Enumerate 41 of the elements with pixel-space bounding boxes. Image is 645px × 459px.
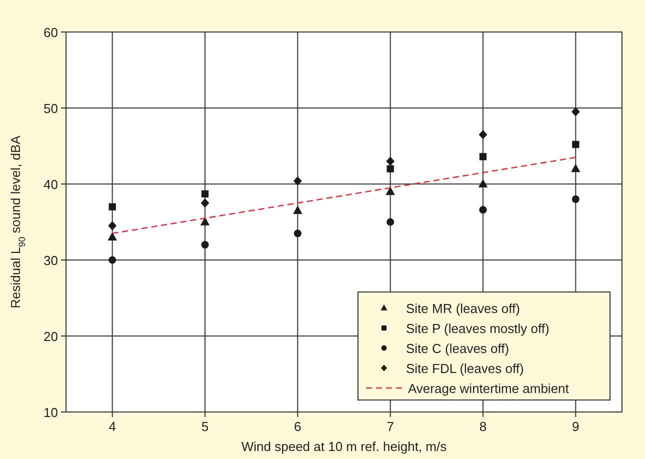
point (572, 140, 580, 148)
legend-label: Site MR (leaves off) (406, 301, 520, 316)
point (108, 256, 116, 264)
point (386, 156, 395, 166)
x-tick-label: 7 (386, 419, 394, 434)
point (386, 186, 395, 195)
point (478, 130, 488, 140)
legend-label: Site P (leaves mostly off) (406, 321, 550, 336)
x-tick-label: 6 (294, 419, 302, 434)
point (108, 221, 117, 230)
point (572, 195, 580, 203)
legend-label: Site C (leaves off) (406, 341, 510, 356)
x-axis-title: Wind speed at 10 m ref. height, m/s (241, 439, 448, 454)
point (200, 216, 210, 226)
x-tick-label: 8 (479, 419, 487, 434)
point (479, 206, 487, 214)
point (201, 190, 209, 198)
point (108, 232, 117, 241)
y-tick-label: 30 (44, 253, 58, 268)
point (294, 230, 302, 238)
x-tick-label: 5 (201, 419, 209, 434)
x-tick-label: 9 (572, 419, 580, 434)
point (293, 176, 302, 186)
point (571, 164, 580, 172)
point (386, 165, 394, 172)
point (386, 218, 394, 226)
point (479, 153, 487, 160)
y-tick-label: 50 (44, 101, 58, 116)
legend-label: Site FDL (leaves off) (406, 361, 524, 376)
y-tick-label: 10 (44, 405, 58, 420)
point (293, 206, 302, 214)
x-tick-label: 4 (108, 419, 116, 434)
point (478, 178, 488, 188)
point (108, 203, 116, 210)
legend-label: Average wintertime ambient (408, 381, 570, 396)
y-tick-label: 20 (44, 329, 58, 344)
point (201, 241, 209, 249)
y-tick-label: 40 (44, 177, 58, 192)
point (200, 198, 210, 208)
point (571, 107, 580, 116)
y-tick-label: 60 (44, 25, 58, 40)
